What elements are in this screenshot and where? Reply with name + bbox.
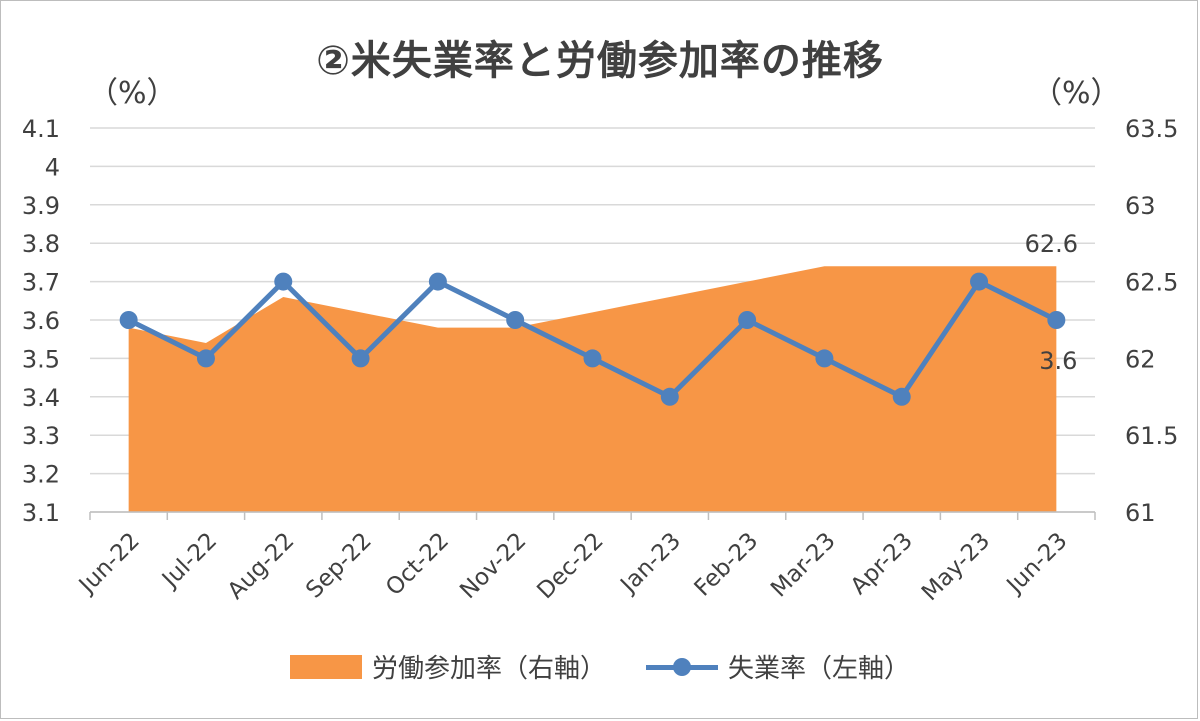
x-tick-label: May-23: [917, 528, 995, 606]
y-left-tick-label: 4.1: [22, 115, 60, 143]
legend-label-participation: 労働参加率（右軸）: [371, 654, 606, 684]
unemployment-point: [506, 311, 525, 329]
unemployment-point: [738, 311, 757, 329]
y-left-tick-label: 3.3: [22, 422, 60, 450]
unemployment-point: [351, 349, 370, 368]
y-right-tick-label: 61: [1125, 499, 1156, 527]
unemployment-point: [583, 349, 602, 368]
participation-data-label: 62.6: [1025, 230, 1078, 258]
y-left-tick-label: 3.6: [22, 307, 60, 335]
x-tick-label: Dec-22: [532, 528, 608, 604]
x-tick-label: Jul-22: [156, 528, 222, 594]
left-axis-unit: （%）: [88, 76, 177, 111]
legend-item-participation: 労働参加率（右軸）: [289, 648, 606, 685]
y-left-tick-label: 3.2: [22, 461, 60, 489]
y-right-tick-label: 61.5: [1125, 422, 1178, 450]
unemployment-point: [119, 311, 138, 329]
y-left-tick-label: 3.1: [22, 499, 60, 527]
legend-swatch-area: [289, 654, 362, 679]
x-tick-label: Nov-22: [455, 528, 531, 604]
right-axis-unit: （%）: [1032, 76, 1121, 111]
unemployment-point: [428, 272, 447, 291]
y-left-tick-label: 3.5: [22, 345, 60, 373]
legend: 労働参加率（右軸） 失業率（左軸）: [0, 648, 1200, 685]
x-tick-label: Jun-23: [1001, 528, 1073, 600]
x-tick-label: Aug-22: [223, 528, 300, 605]
y-left-tick-label: 3.7: [22, 269, 60, 297]
chart-title: ②米失業率と労働参加率の推移: [316, 38, 884, 84]
unemployment-point: [1047, 311, 1066, 329]
y-right-tick-label: 63.5: [1125, 115, 1178, 143]
legend-item-unemployment: 失業率（左軸）: [646, 648, 910, 685]
x-tick-label: Apr-23: [846, 528, 918, 600]
x-tick-label: Sep-22: [301, 528, 377, 604]
unemployment-data-label: 3.6: [1039, 347, 1077, 375]
participation-area: [128, 266, 1057, 512]
y-right-tick-label: 62.5: [1125, 269, 1178, 297]
unemployment-point: [892, 387, 911, 406]
y-right-tick-label: 63: [1125, 192, 1156, 220]
x-tick-label: Jun-22: [73, 528, 145, 600]
y-left-tick-label: 3.9: [22, 192, 60, 220]
y-left-tick-label: 3.8: [22, 230, 60, 258]
unemployment-point: [970, 272, 989, 291]
legend-label-unemployment: 失業率（左軸）: [728, 654, 911, 684]
x-tick-label: Mar-23: [766, 528, 841, 603]
unemployment-point: [274, 272, 293, 291]
y-left-tick-label: 4: [45, 153, 60, 181]
legend-swatch-line: [646, 655, 718, 679]
x-tick-label: Jan-23: [615, 528, 686, 599]
unemployment-point: [815, 349, 834, 368]
y-right-tick-label: 62: [1125, 345, 1156, 373]
x-tick-label: Feb-23: [690, 528, 764, 602]
unemployment-point: [660, 387, 679, 406]
unemployment-point: [196, 349, 215, 368]
y-left-tick-label: 3.4: [22, 384, 60, 412]
x-tick-label: Oct-22: [381, 528, 454, 601]
